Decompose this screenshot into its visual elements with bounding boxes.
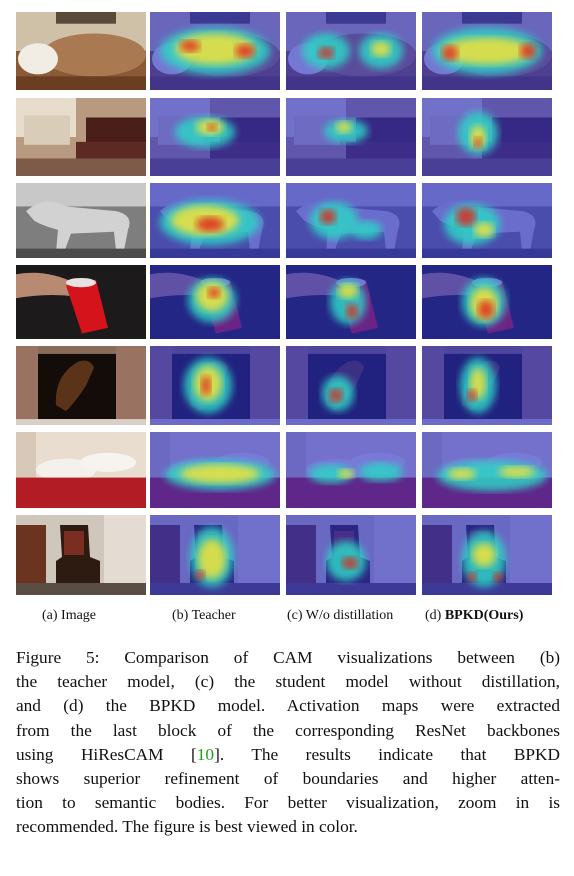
image-horse-window-image: [16, 346, 146, 425]
caption-line: and (d) the BPKD model. Activation maps …: [16, 696, 560, 716]
teacher-sofa-pillows-image: [150, 12, 280, 90]
image-armchair-image: [16, 515, 146, 595]
bpkd-bed-pillows-image: [422, 432, 552, 508]
wo-distillation-armchair-cell: [286, 515, 416, 595]
image-horse-grayscale-cell: [16, 183, 146, 258]
image-horse-grayscale-image: [16, 183, 146, 258]
citation-link[interactable]: 10: [196, 744, 215, 764]
wo-distillation-armchair-image: [286, 515, 416, 595]
wo-distillation-red-cup-cell: [286, 265, 416, 339]
column-label-teacher: (b) Teacher: [172, 608, 236, 623]
bpkd-horse-grayscale-cell: [422, 183, 552, 258]
bpkd-sofa-pillows-cell: [422, 12, 552, 90]
wo-distillation-red-cup-image: [286, 265, 416, 339]
teacher-horse-grayscale-cell: [150, 183, 280, 258]
column-label-image: (a) Image: [42, 608, 97, 623]
wo-distillation-horse-grayscale-image: [286, 183, 416, 258]
caption-line-with-citation: using HiResCAM [10]. The results indicat…: [16, 744, 561, 764]
bpkd-armchair-cell: [422, 515, 552, 595]
teacher-armchair-cell: [150, 515, 280, 595]
wo-distillation-bed-pillows-image: [286, 432, 416, 508]
bpkd-red-cup-cell: [422, 265, 552, 339]
image-bed-pillows-cell: [16, 432, 146, 508]
teacher-bed-pillows-cell: [150, 432, 280, 508]
bpkd-armchair-image: [422, 515, 552, 595]
wo-distillation-horse-window-cell: [286, 346, 416, 425]
bpkd-living-room-cell: [422, 98, 552, 176]
teacher-horse-grayscale-image: [150, 183, 280, 258]
bpkd-horse-window-image: [422, 346, 552, 425]
wo-distillation-horse-window-image: [286, 346, 416, 425]
caption-line: the teacher model, (c) the student model…: [16, 672, 560, 692]
wo-distillation-living-room-image: [286, 98, 416, 176]
column-label-wo-distillation: (c) W/o distillation: [287, 608, 394, 623]
bpkd-horse-window-cell: [422, 346, 552, 425]
teacher-living-room-image: [150, 98, 280, 176]
teacher-sofa-pillows-cell: [150, 12, 280, 90]
caption-line: tion to semantic bodies. For better visu…: [16, 793, 560, 813]
teacher-bed-pillows-image: [150, 432, 280, 508]
bpkd-sofa-pillows-image: [422, 12, 552, 90]
image-sofa-pillows-image: [16, 12, 146, 90]
teacher-red-cup-image: [150, 265, 280, 339]
wo-distillation-sofa-pillows-cell: [286, 12, 416, 90]
caption-line: shows superior refinement of boundaries …: [16, 768, 560, 788]
image-red-cup-cell: [16, 265, 146, 339]
bpkd-red-cup-image: [422, 265, 552, 339]
teacher-living-room-cell: [150, 98, 280, 176]
image-living-room-image: [16, 98, 146, 176]
image-horse-window-cell: [16, 346, 146, 425]
teacher-red-cup-cell: [150, 265, 280, 339]
caption-line: Figure 5: Comparison of CAM visualizatio…: [16, 648, 560, 667]
wo-distillation-bed-pillows-cell: [286, 432, 416, 508]
teacher-armchair-image: [150, 515, 280, 595]
bpkd-bed-pillows-cell: [422, 432, 552, 508]
image-red-cup-image: [16, 265, 146, 339]
column-label-bpkd: (d) BPKD(Ours): [425, 608, 524, 623]
figure-caption: Figure 5: Comparison of CAM visualizatio…: [16, 646, 560, 840]
bpkd-living-room-image: [422, 98, 552, 176]
caption-line: recommended. The figure is best viewed i…: [16, 817, 358, 837]
image-living-room-cell: [16, 98, 146, 176]
cam-figure-grid: [16, 12, 552, 595]
wo-distillation-living-room-cell: [286, 98, 416, 176]
image-sofa-pillows-cell: [16, 12, 146, 90]
bpkd-horse-grayscale-image: [422, 183, 552, 258]
image-armchair-cell: [16, 515, 146, 595]
teacher-horse-window-cell: [150, 346, 280, 425]
caption-line: from the last block of the corresponding…: [16, 720, 560, 740]
image-bed-pillows-image: [16, 432, 146, 508]
teacher-horse-window-image: [150, 346, 280, 425]
wo-distillation-sofa-pillows-image: [286, 12, 416, 90]
wo-distillation-horse-grayscale-cell: [286, 183, 416, 258]
